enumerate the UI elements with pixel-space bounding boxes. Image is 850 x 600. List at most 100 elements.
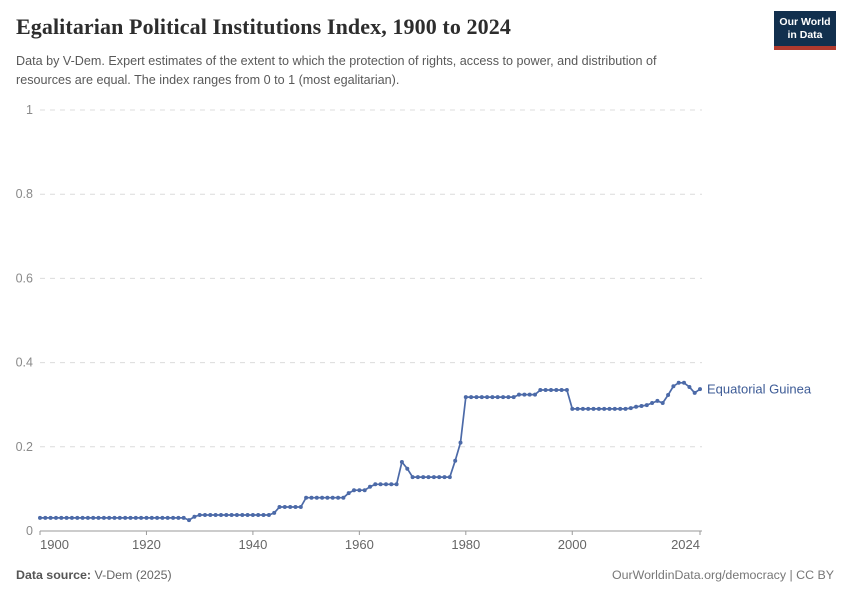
data-point-marker[interactable] [591,406,596,411]
data-point-marker[interactable] [549,388,553,392]
data-point-marker[interactable] [240,513,245,517]
data-point-marker[interactable] [80,515,85,520]
data-point-marker[interactable] [378,482,383,487]
data-point-marker[interactable] [48,515,53,520]
data-point-marker[interactable] [293,505,298,509]
data-point-marker[interactable] [101,515,106,520]
data-point-marker[interactable] [442,475,447,480]
data-point-marker[interactable] [543,388,548,392]
data-point-marker[interactable] [277,505,282,509]
data-point-marker[interactable] [181,515,186,520]
series-line[interactable] [39,381,701,521]
data-point-marker[interactable] [426,475,431,480]
data-point-marker[interactable] [325,495,330,500]
data-point-marker[interactable] [474,395,479,400]
data-point-marker[interactable] [224,513,229,517]
entity-label[interactable]: Equatorial Guinea [707,382,812,397]
data-point-marker[interactable] [69,515,74,520]
data-point-marker[interactable] [144,515,149,520]
data-point-marker[interactable] [261,513,266,517]
data-point-marker[interactable] [373,482,378,487]
data-point-marker[interactable] [298,505,303,509]
data-point-marker[interactable] [330,495,335,500]
data-point-marker[interactable] [149,515,154,520]
data-point-marker[interactable] [197,513,202,517]
data-point-marker[interactable] [362,488,367,493]
data-point-marker[interactable] [187,518,191,523]
data-point-marker[interactable] [405,466,410,471]
data-point-marker[interactable] [538,388,543,392]
data-point-marker[interactable] [698,387,702,392]
data-point-marker[interactable] [139,515,144,520]
data-point-marker[interactable] [628,406,633,411]
data-point-marker[interactable] [229,513,234,517]
data-point-marker[interactable] [128,515,133,520]
data-point-marker[interactable] [410,475,415,480]
owid-logo[interactable]: Our World in Data [774,11,836,50]
data-point-marker[interactable] [554,388,559,392]
data-point-marker[interactable] [660,401,665,405]
data-point-marker[interactable] [112,515,117,520]
data-point-marker[interactable] [272,510,277,515]
data-point-marker[interactable] [501,395,506,400]
data-point-marker[interactable] [469,395,474,400]
data-point-marker[interactable] [336,495,341,500]
data-point-marker[interactable] [192,514,197,519]
data-point-marker[interactable] [266,513,271,517]
data-point-marker[interactable] [85,515,90,520]
owid-license-link[interactable]: OurWorldinData.org/democracy | CC BY [612,568,834,582]
data-point-marker[interactable] [421,475,426,480]
data-point-marker[interactable] [314,495,319,500]
data-point-marker[interactable] [506,395,511,400]
data-point-marker[interactable] [634,404,639,409]
data-point-marker[interactable] [256,513,261,517]
data-point-marker[interactable] [203,513,207,517]
data-point-marker[interactable] [612,406,617,411]
data-point-marker[interactable] [437,475,442,480]
data-point-marker[interactable] [447,475,452,480]
data-point-marker[interactable] [511,395,516,400]
data-point-marker[interactable] [495,395,500,400]
data-point-marker[interactable] [682,380,686,385]
data-point-marker[interactable] [309,495,314,500]
data-point-marker[interactable] [282,505,287,509]
data-point-marker[interactable] [431,475,436,480]
data-point-marker[interactable] [213,513,218,517]
data-point-marker[interactable] [522,392,527,397]
data-point-marker[interactable] [463,395,468,400]
data-point-marker[interactable] [208,513,213,517]
data-point-marker[interactable] [75,515,80,520]
data-point-marker[interactable] [676,380,681,385]
data-point-marker[interactable] [490,395,495,400]
data-point-marker[interactable] [219,513,223,517]
data-point-marker[interactable] [304,495,309,500]
data-point-marker[interactable] [389,482,394,487]
data-point-marker[interactable] [245,513,250,517]
data-point-marker[interactable] [527,392,532,397]
data-point-marker[interactable] [64,515,69,520]
data-point-marker[interactable] [618,406,623,411]
data-point-marker[interactable] [602,406,607,411]
data-point-marker[interactable] [485,395,490,400]
data-point-marker[interactable] [288,505,293,509]
data-point-marker[interactable] [580,406,585,411]
data-point-marker[interactable] [623,406,628,411]
data-point-marker[interactable] [117,515,122,520]
data-point-marker[interactable] [479,395,484,400]
data-point-marker[interactable] [165,515,170,520]
data-point-marker[interactable] [570,406,575,411]
data-point-marker[interactable] [368,484,372,489]
data-point-marker[interactable] [596,406,601,411]
data-point-marker[interactable] [453,458,458,463]
data-point-marker[interactable] [234,513,239,517]
data-point-marker[interactable] [399,460,404,464]
data-point-marker[interactable] [38,515,42,520]
data-point-marker[interactable] [655,398,660,403]
data-point-marker[interactable] [692,390,697,395]
data-point-marker[interactable] [639,404,644,408]
data-point-marker[interactable] [666,393,671,397]
data-point-marker[interactable] [346,491,351,496]
data-point-marker[interactable] [133,515,138,520]
data-point-marker[interactable] [384,482,388,487]
data-point-marker[interactable] [517,392,521,397]
